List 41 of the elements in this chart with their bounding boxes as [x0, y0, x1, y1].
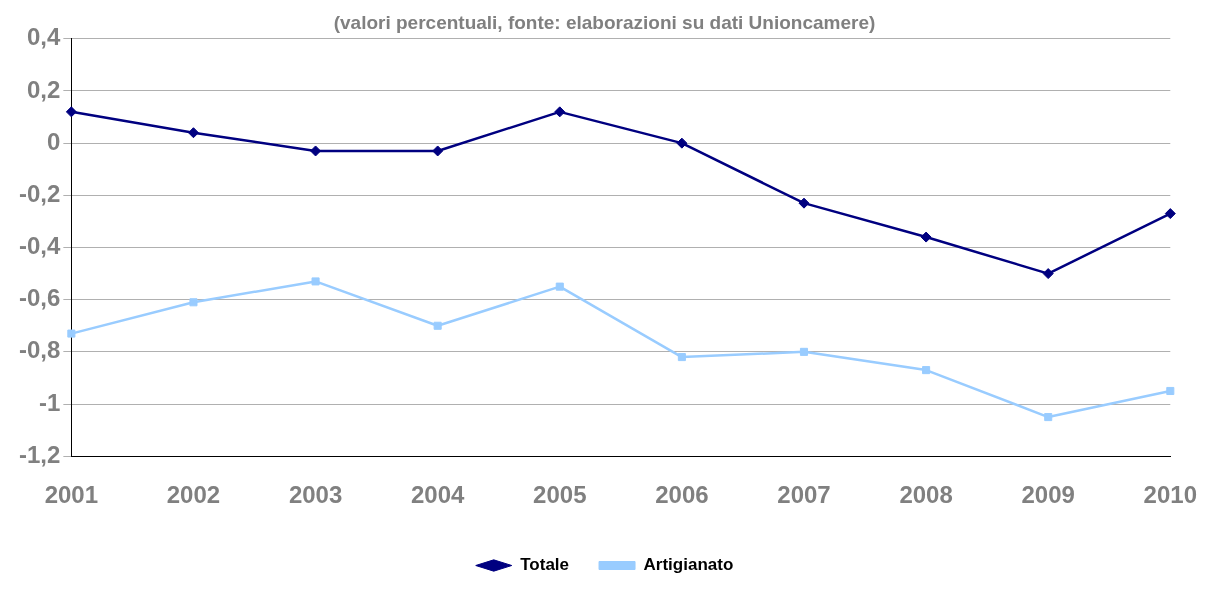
y-tick-label: -1 — [39, 388, 61, 416]
point — [1166, 386, 1175, 396]
y-tick-label: -0,4 — [19, 232, 61, 260]
x-tick-label: 2002 — [166, 481, 221, 509]
y-tick-label: 0 — [47, 127, 61, 155]
x-tick-label: 2008 — [899, 481, 953, 509]
x-tick-label: 2004 — [410, 481, 466, 509]
y-tick-label: -0,2 — [19, 179, 61, 207]
point — [555, 282, 564, 291]
chart-title: (valori percentuali, fonte: elaborazioni su dati Unioncamere) — [333, 11, 876, 33]
x-tick-label: 2009 — [1021, 481, 1075, 509]
x-tick-label: 2007 — [777, 481, 831, 509]
x-tick-label: 2005 — [533, 481, 587, 509]
point — [432, 145, 444, 157]
x-tick-label: 2003 — [288, 481, 343, 509]
legend-label: Artigianato — [643, 555, 734, 575]
x-tick-label: 2010 — [1143, 481, 1197, 509]
point — [311, 277, 320, 286]
point — [676, 137, 688, 149]
point — [65, 106, 77, 118]
x-tick-label: 2001 — [44, 481, 99, 509]
point — [189, 298, 198, 307]
point — [554, 106, 566, 118]
point — [1042, 268, 1054, 280]
x-tick-label: 2006 — [655, 481, 709, 509]
point — [799, 347, 809, 356]
y-tick-label: -0,8 — [19, 336, 61, 364]
point — [798, 197, 810, 209]
y-tick-label: 0,2 — [26, 75, 61, 103]
point — [677, 353, 686, 362]
y-tick-label: -1,2 — [19, 440, 61, 468]
point — [922, 366, 931, 375]
point — [187, 127, 199, 139]
point — [920, 231, 932, 243]
y-tick-label: 0,4 — [26, 23, 61, 51]
point — [433, 321, 442, 330]
point — [67, 329, 76, 338]
point — [1044, 413, 1053, 422]
y-tick-label: -0,6 — [19, 284, 61, 312]
point — [1164, 208, 1176, 220]
legend-label: Totale — [520, 555, 570, 575]
